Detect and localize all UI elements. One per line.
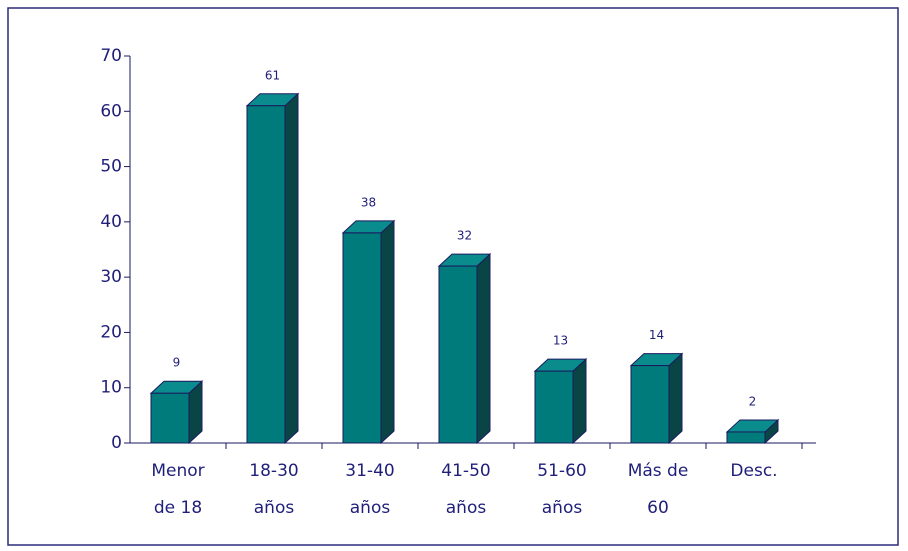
y-tick-label: 70 xyxy=(100,46,122,66)
bar-side xyxy=(380,219,395,445)
y-tick-label: 20 xyxy=(100,322,122,342)
bar xyxy=(246,105,286,444)
x-tick-label: Menor de 18 xyxy=(151,461,204,518)
bar xyxy=(342,232,382,444)
y-tick-label: 50 xyxy=(100,157,122,177)
bar xyxy=(726,431,766,444)
bar xyxy=(438,265,478,444)
value-label: 38 xyxy=(361,195,376,209)
x-tick-label: 41-50 años xyxy=(441,461,490,518)
bar xyxy=(150,392,190,444)
y-tick-label: 60 xyxy=(100,101,122,121)
y-tick-label: 30 xyxy=(100,267,122,287)
value-label: 2 xyxy=(749,394,757,408)
x-tick-label: Más de 60 xyxy=(628,461,689,518)
value-label: 61 xyxy=(265,68,280,82)
x-tick-label: 31-40 años xyxy=(345,461,394,518)
bar-side xyxy=(476,252,491,445)
bar xyxy=(534,370,574,444)
x-tick-label: 51-60 años xyxy=(537,461,586,518)
value-label: 14 xyxy=(649,328,664,342)
value-label: 32 xyxy=(457,229,472,243)
y-tick-label: 40 xyxy=(100,212,122,232)
x-tick-label: 18-30 años xyxy=(249,461,298,518)
x-tick-label: Desc. xyxy=(730,461,777,481)
value-label: 13 xyxy=(553,334,568,348)
bar xyxy=(630,365,670,444)
bar-side xyxy=(668,352,683,445)
y-tick-label: 10 xyxy=(100,378,122,398)
bar-side xyxy=(572,357,587,445)
bar-side xyxy=(284,92,299,445)
value-label: 9 xyxy=(173,356,181,370)
y-tick-label: 0 xyxy=(111,433,122,453)
